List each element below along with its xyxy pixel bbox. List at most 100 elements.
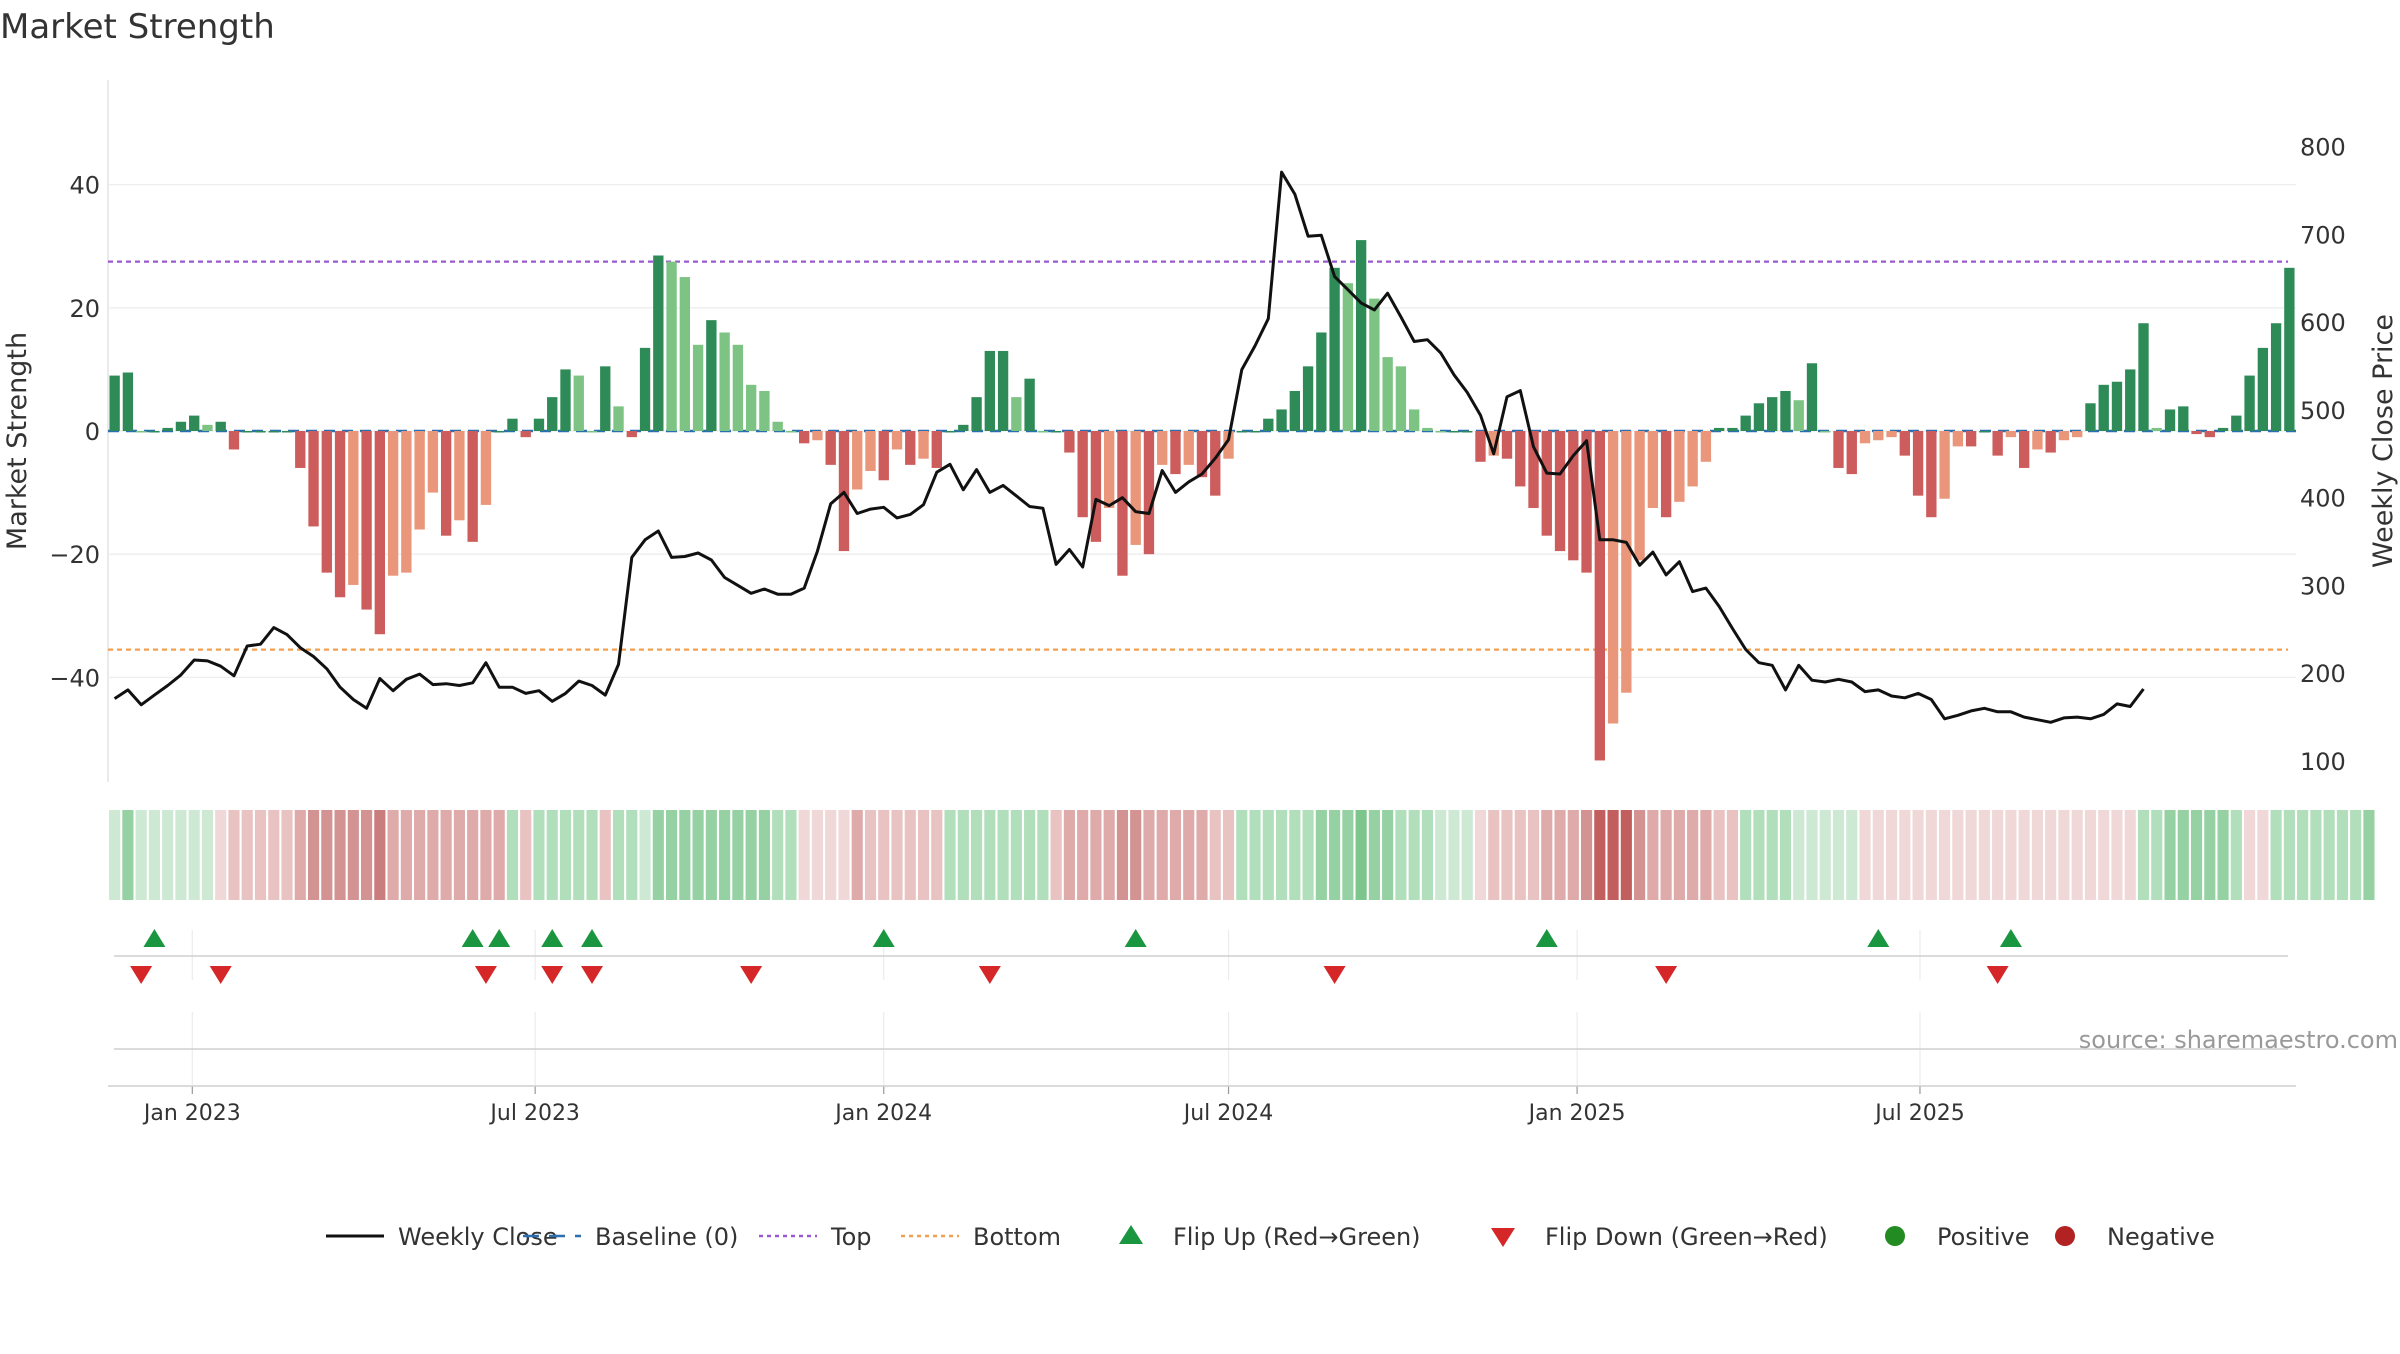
- heat-cell: [1209, 810, 1221, 900]
- flip-up-marker: [488, 929, 511, 947]
- strength-bar: [215, 421, 226, 431]
- heat-cell: [2190, 810, 2203, 900]
- strength-bar: [1143, 431, 1155, 555]
- strength-bar: [852, 431, 863, 490]
- strength-bar: [759, 390, 770, 431]
- heat-cell: [1024, 810, 1036, 900]
- strength-bar: [2164, 409, 2176, 431]
- strength-bar: [1475, 431, 1486, 462]
- flip-down-marker: [474, 966, 497, 984]
- heat-cell: [1872, 810, 1884, 900]
- strength-bar: [2085, 403, 2096, 431]
- heat-cell: [1275, 810, 1288, 900]
- heat-cell: [559, 810, 572, 900]
- heat-cell: [1156, 810, 1168, 900]
- heat-cell: [891, 810, 903, 900]
- strength-bar: [944, 431, 956, 433]
- heat-cell: [1885, 810, 1898, 900]
- heat-cell: [732, 810, 744, 900]
- heat-cell: [307, 810, 320, 900]
- strength-bar: [1979, 431, 1990, 433]
- flip-up-marker: [1867, 929, 1890, 947]
- strength-bar: [1196, 431, 1208, 478]
- strength-bar: [560, 369, 571, 431]
- strength-bar: [1607, 431, 1619, 724]
- legend-swatch-flip-up: [1119, 1225, 1143, 1244]
- weekly-close-series: [113, 170, 2145, 724]
- strength-bar: [878, 431, 889, 481]
- strength-bar: [1024, 378, 1035, 431]
- strength-bar: [547, 397, 558, 431]
- strength-bar: [1342, 283, 1354, 431]
- heat-cell: [798, 810, 810, 900]
- strength-bar: [520, 431, 531, 438]
- heat-cell: [1660, 810, 1672, 900]
- heat-cell: [1408, 810, 1420, 900]
- heat-cell: [1527, 810, 1540, 900]
- strength-bar: [785, 431, 797, 433]
- strength-bar: [1568, 431, 1579, 561]
- strength-bar: [745, 384, 757, 431]
- heat-cell: [838, 810, 850, 900]
- strength-bar: [321, 431, 332, 573]
- heat-cell: [612, 810, 625, 900]
- heat-cell: [122, 810, 134, 900]
- heat-cell: [1978, 810, 1990, 900]
- strength-bar: [401, 431, 412, 573]
- strength-bar: [1992, 431, 2003, 456]
- legend-swatch-flip-down: [1491, 1228, 1515, 1247]
- legend-swatch-positive: [1885, 1226, 1905, 1246]
- heat-cell: [1077, 810, 1089, 900]
- strength-bar: [149, 431, 160, 433]
- strength-bar: [2191, 431, 2202, 435]
- heat-cell: [772, 810, 784, 900]
- heat-cell: [546, 810, 558, 900]
- y-tick-label-right: 100: [2300, 748, 2346, 776]
- legend-label: Flip Up (Red→Green): [1173, 1223, 1421, 1251]
- strength-bar: [799, 431, 810, 444]
- heat-cell: [268, 810, 280, 900]
- strength-bar: [308, 431, 319, 527]
- strength-bar: [1249, 431, 1261, 433]
- x-tick-label: Jul 2025: [1873, 1101, 1965, 1126]
- heat-cell: [1740, 810, 1752, 900]
- heat-cell: [453, 810, 465, 900]
- heat-cell: [1567, 810, 1579, 900]
- x-tick-label: Jul 2024: [1182, 1101, 1274, 1126]
- weekly-close-line: [113, 170, 2145, 724]
- strength-bar: [1223, 431, 1234, 459]
- legend-item-bottom: Bottom: [901, 1223, 1061, 1251]
- strength-bar: [189, 415, 200, 431]
- legend: Weekly Close Baseline (0) Top Bottom Flip Up…: [326, 1223, 2215, 1251]
- strength-bar: [1740, 415, 1751, 431]
- heat-cell: [1368, 810, 1380, 900]
- x-tick-label: Jan 2025: [1527, 1101, 1626, 1126]
- heat-cell: [334, 810, 346, 900]
- heat-band: [109, 810, 2375, 900]
- heat-cell: [1130, 810, 1142, 900]
- legend-label: Top: [830, 1223, 872, 1251]
- strength-bar: [1674, 431, 1685, 502]
- y-tick-label-left: 20: [69, 295, 100, 323]
- heat-cell: [1315, 810, 1327, 900]
- strength-bar: [387, 431, 399, 576]
- strength-bar: [1408, 409, 1420, 431]
- heat-cell: [1395, 810, 1407, 900]
- heat-cell: [811, 810, 824, 900]
- legend-label: Negative: [2107, 1223, 2215, 1251]
- strength-bar: [2111, 381, 2123, 431]
- strength-bar: [1157, 431, 1168, 465]
- strength-bar: [1899, 431, 1910, 456]
- strength-bar: [958, 424, 969, 431]
- heat-cell: [1713, 810, 1725, 900]
- flip-up-marker: [541, 929, 564, 947]
- heat-cell: [480, 810, 492, 900]
- y-tick-label-right: 700: [2300, 221, 2346, 249]
- strength-bar: [1713, 427, 1725, 431]
- heat-cell: [2350, 810, 2362, 900]
- strength-bar: [613, 406, 624, 431]
- heat-cell: [1819, 810, 1831, 900]
- heat-cell: [1063, 810, 1075, 900]
- strength-bar: [1183, 431, 1194, 465]
